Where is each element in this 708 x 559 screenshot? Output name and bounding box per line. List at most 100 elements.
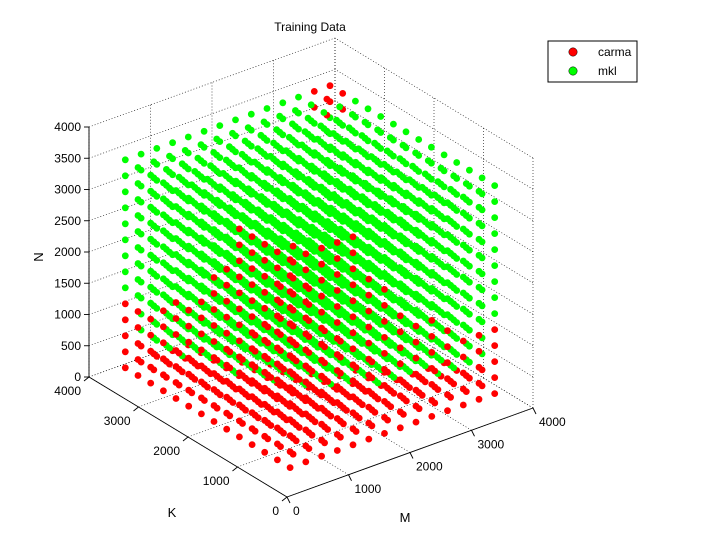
data-point-mkl xyxy=(229,191,237,198)
data-point-carma xyxy=(365,435,373,443)
data-point-carma xyxy=(274,312,281,320)
data-point-carma xyxy=(396,392,404,400)
data-point-carma xyxy=(302,410,310,418)
data-point-carma xyxy=(428,317,436,324)
data-point-mkl xyxy=(134,292,142,299)
data-point-carma xyxy=(261,304,269,312)
data-point-carma xyxy=(412,322,420,330)
data-point-mkl xyxy=(172,219,180,226)
data-point-carma xyxy=(412,370,420,378)
data-point-mkl xyxy=(207,162,215,170)
x-tick-label: 3000 xyxy=(478,437,505,451)
data-point-carma xyxy=(396,376,404,384)
data-point-carma xyxy=(172,379,180,386)
data-point-mkl xyxy=(365,243,373,251)
data-point-mkl xyxy=(428,143,435,151)
y-tick-label: 4000 xyxy=(54,384,81,398)
data-point-carma xyxy=(349,345,357,353)
data-point-carma xyxy=(172,347,180,354)
data-point-carma xyxy=(444,375,451,383)
data-point-carma xyxy=(333,303,341,310)
data-point-carma xyxy=(396,408,404,416)
data-point-mkl xyxy=(491,182,499,190)
data-point-carma xyxy=(349,233,357,241)
data-point-mkl xyxy=(343,199,350,206)
data-point-mkl xyxy=(384,208,391,216)
data-point-mkl xyxy=(226,204,234,212)
data-point-mkl xyxy=(447,185,454,193)
data-point-mkl xyxy=(121,236,129,244)
data-point-mkl xyxy=(431,191,439,199)
data-point-carma xyxy=(261,368,269,376)
z-tick-label: 500 xyxy=(61,339,81,353)
data-point-carma xyxy=(198,394,205,402)
data-point-carma xyxy=(396,360,404,368)
data-point-mkl xyxy=(440,151,448,159)
data-point-carma xyxy=(236,225,243,233)
data-point-mkl xyxy=(279,99,287,107)
data-point-carma xyxy=(333,255,341,262)
data-point-mkl xyxy=(342,137,350,145)
data-point-mkl xyxy=(396,264,404,272)
data-point-mkl xyxy=(160,195,167,203)
data-point-carma xyxy=(236,321,243,329)
data-point-mkl xyxy=(185,242,193,250)
legend: carma mkl xyxy=(547,40,638,83)
data-point-carma xyxy=(134,372,142,379)
data-point-mkl xyxy=(418,183,426,191)
data-point-mkl xyxy=(267,214,275,221)
x-tick-mark xyxy=(286,496,291,504)
data-point-mkl xyxy=(333,178,341,185)
data-point-mkl xyxy=(121,220,129,228)
data-point-carma xyxy=(381,414,388,421)
data-point-mkl xyxy=(459,305,467,313)
data-point-mkl xyxy=(491,278,499,285)
data-point-mkl xyxy=(462,180,470,188)
data-point-carma xyxy=(274,408,281,416)
data-point-mkl xyxy=(134,164,142,171)
data-point-carma xyxy=(302,362,310,370)
data-point-carma xyxy=(223,297,231,305)
data-point-carma xyxy=(381,286,388,293)
data-point-carma xyxy=(318,436,325,444)
data-point-carma xyxy=(302,346,310,354)
data-point-carma xyxy=(236,337,243,345)
data-point-carma xyxy=(289,242,297,250)
data-point-carma xyxy=(160,323,167,331)
data-point-carma xyxy=(274,392,281,400)
data-point-mkl xyxy=(444,231,451,239)
data-point-mkl xyxy=(147,283,155,291)
data-point-carma xyxy=(236,369,243,377)
data-point-carma xyxy=(172,299,180,306)
data-point-carma xyxy=(236,401,243,409)
data-point-carma xyxy=(286,352,294,359)
data-point-carma xyxy=(286,304,294,311)
data-point-mkl xyxy=(295,154,303,162)
data-point-mkl xyxy=(264,227,272,235)
data-point-carma xyxy=(147,363,155,371)
data-point-carma xyxy=(396,312,404,320)
data-point-mkl xyxy=(314,197,322,204)
data-point-carma xyxy=(198,298,205,306)
data-point-carma xyxy=(274,280,281,288)
data-point-carma xyxy=(261,416,269,424)
data-point-carma xyxy=(428,381,436,388)
data-point-carma xyxy=(491,326,499,333)
data-point-mkl xyxy=(424,157,432,165)
data-point-mkl xyxy=(475,267,483,275)
data-point-carma xyxy=(185,354,193,362)
data-point-mkl xyxy=(491,262,499,269)
data-point-carma xyxy=(236,241,243,249)
data-point-mkl xyxy=(204,175,211,183)
data-point-carma xyxy=(365,275,373,283)
data-point-mkl xyxy=(450,172,458,180)
data-point-mkl xyxy=(223,217,231,225)
data-point-mkl xyxy=(172,251,180,258)
data-point-carma xyxy=(459,369,467,377)
data-point-carma xyxy=(248,345,256,352)
data-point-carma xyxy=(318,340,325,348)
data-point-mkl xyxy=(412,149,419,157)
data-point-carma xyxy=(459,401,467,409)
data-point-mkl xyxy=(210,149,218,156)
data-point-carma xyxy=(333,287,341,294)
